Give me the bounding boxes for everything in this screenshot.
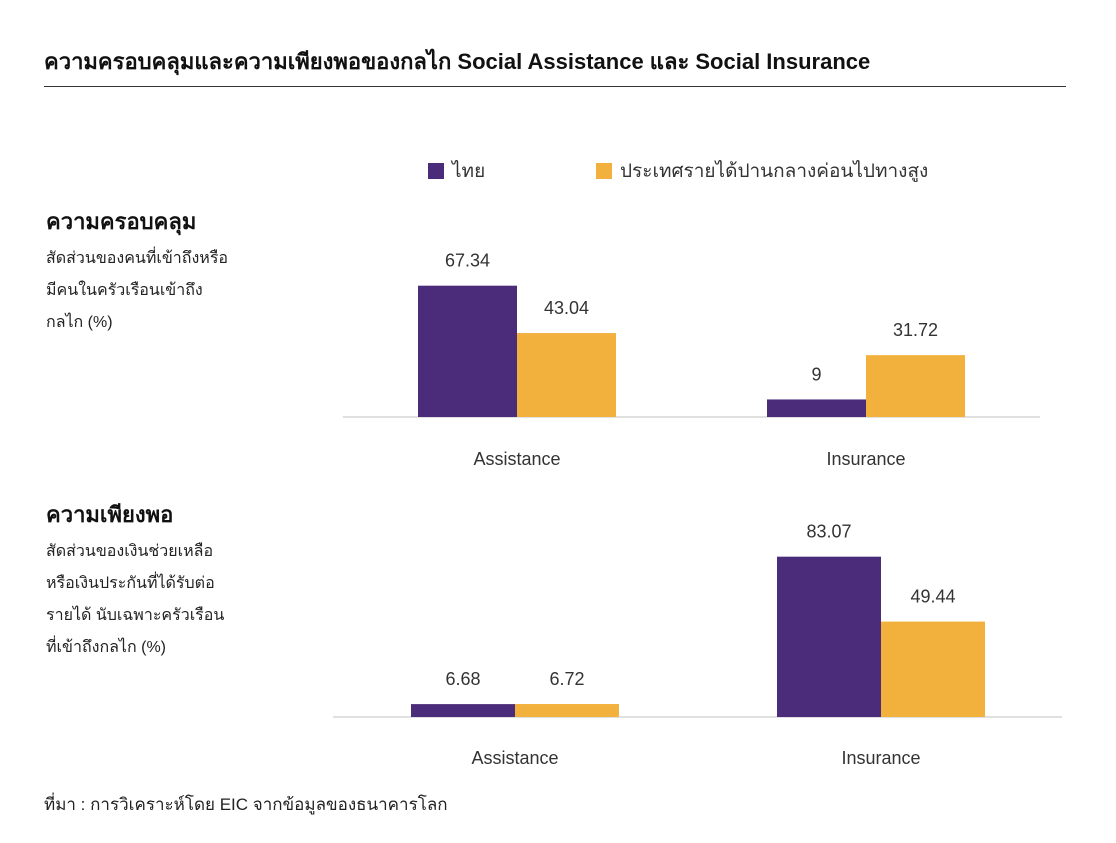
- adequacy-bar-assistance-upper-middle-income: [515, 704, 619, 717]
- coverage-bar-assistance-thailand: [418, 285, 517, 417]
- adequacy-data-label-insurance-upper-middle-income: 49.44: [910, 587, 955, 607]
- adequacy-data-label-assistance-upper-middle-income: 6.72: [549, 669, 584, 689]
- coverage-data-label-assistance-thailand: 67.34: [445, 251, 490, 271]
- legend-item-thailand: ไทย: [428, 156, 485, 186]
- legend-swatch-thailand: [428, 163, 444, 179]
- adequacy-data-label-assistance-thailand: 6.68: [445, 669, 480, 689]
- adequacy-bar-assistance-thailand: [411, 704, 515, 717]
- adequacy-category-label-insurance: Insurance: [841, 748, 920, 768]
- legend-label-thailand: ไทย: [452, 161, 486, 182]
- adequacy-bar-insurance-thailand: [777, 556, 881, 717]
- coverage-heading: ความครอบคลุม: [46, 209, 197, 234]
- coverage-data-label-assistance-upper-middle-income: 43.04: [544, 298, 589, 318]
- legend-label-upper-middle-income: ประเทศรายได้ปานกลางค่อนไปทางสูง: [620, 161, 929, 182]
- adequacy-data-label-insurance-thailand: 83.07: [806, 522, 851, 542]
- title-divider: [44, 86, 1066, 87]
- adequacy-bar-insurance-upper-middle-income: [881, 621, 985, 717]
- coverage-data-label-insurance-upper-middle-income: 31.72: [893, 320, 938, 340]
- coverage-category-label-insurance: Insurance: [826, 449, 905, 469]
- source-note: ที่มา : การวิเคราะห์โดย EIC จากข้อมูลของ…: [44, 795, 448, 814]
- coverage-bar-insurance-upper-middle-income: [866, 355, 965, 417]
- coverage-bar-insurance-thailand: [767, 399, 866, 417]
- legend-swatch-upper-middle-income: [596, 163, 612, 179]
- coverage-data-label-insurance-thailand: 9: [811, 364, 821, 384]
- chart-title: ความครอบคลุมและความเพียงพอของกลไก Social…: [44, 49, 871, 74]
- adequacy-category-label-assistance: Assistance: [471, 748, 558, 768]
- adequacy-heading: ความเพียงพอ: [46, 502, 174, 527]
- coverage-category-label-assistance: Assistance: [473, 449, 560, 469]
- coverage-description: สัดส่วนของคนที่เข้าถึงหรือ มีคนในครัวเรื…: [46, 250, 229, 331]
- coverage-bar-assistance-upper-middle-income: [517, 333, 616, 417]
- legend-item-upper-middle-income: ประเทศรายได้ปานกลางค่อนไปทางสูง: [596, 156, 928, 186]
- adequacy-description: สัดส่วนของเงินช่วยเหลือ หรือเงินประกันที…: [46, 543, 225, 656]
